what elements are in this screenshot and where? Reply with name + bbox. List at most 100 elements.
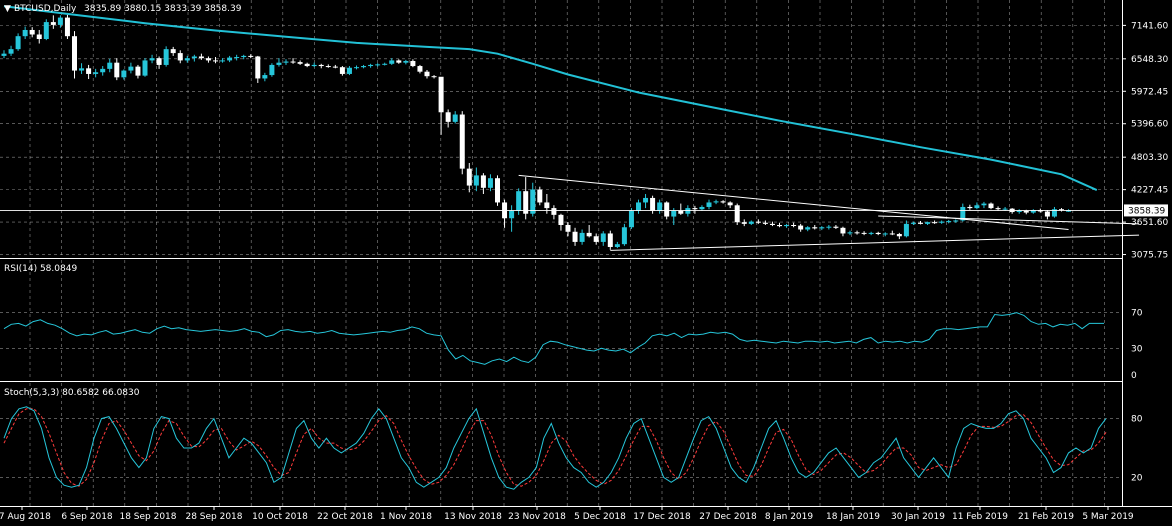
candle-body bbox=[713, 201, 719, 203]
candle-body bbox=[417, 66, 423, 72]
stochastic-pane bbox=[3, 406, 1107, 490]
y-tick-label: 3075.75 bbox=[1131, 251, 1168, 261]
candle-body bbox=[424, 71, 430, 77]
candle-body bbox=[495, 178, 500, 203]
candle-body bbox=[847, 232, 853, 234]
collapse-arrow-icon[interactable]: ▼ bbox=[4, 4, 11, 14]
candle-body bbox=[762, 222, 768, 224]
y-tick-label: 3651.60 bbox=[1131, 218, 1168, 228]
candle-body bbox=[720, 201, 726, 203]
y-tick-label: 6548.30 bbox=[1131, 55, 1168, 65]
candle-body bbox=[269, 64, 275, 76]
candle-body bbox=[1030, 210, 1036, 213]
current-price-box bbox=[1124, 204, 1168, 217]
candle-body bbox=[389, 60, 395, 64]
candle-body bbox=[79, 68, 85, 71]
candle-body bbox=[332, 66, 338, 68]
candle-body bbox=[184, 58, 190, 61]
candle-body bbox=[769, 223, 775, 225]
x-tick-label: 23 Nov 2018 bbox=[508, 512, 566, 522]
candle-body bbox=[1016, 210, 1022, 213]
candle-body bbox=[473, 175, 479, 186]
price-header: ▼ BTCUSD,Daily 3835.89 3880.15 3833.39 3… bbox=[4, 4, 242, 14]
candle-body bbox=[643, 197, 649, 203]
candle-body bbox=[939, 221, 945, 223]
candle-body bbox=[755, 221, 761, 223]
candle-body bbox=[819, 227, 825, 229]
candle-body bbox=[156, 58, 162, 65]
x-tick-label: 8 Jan 2019 bbox=[765, 512, 813, 522]
candle-body bbox=[177, 53, 183, 61]
candle-body bbox=[466, 168, 472, 186]
candle-body bbox=[516, 191, 522, 211]
candle-body bbox=[932, 222, 938, 224]
trendline bbox=[518, 174, 1069, 231]
symbol-title: BTCUSD,Daily bbox=[14, 4, 77, 14]
candle-body bbox=[636, 202, 641, 211]
candle-body bbox=[368, 64, 374, 67]
candle-body bbox=[114, 62, 120, 78]
candle-body bbox=[593, 236, 599, 242]
candle-body bbox=[671, 210, 677, 217]
stoch-signal-line bbox=[3, 408, 1107, 487]
candle-body bbox=[487, 178, 493, 188]
candle-body bbox=[50, 22, 56, 25]
candle-body bbox=[727, 202, 733, 206]
candle-body bbox=[198, 56, 204, 59]
candle-body bbox=[678, 210, 684, 214]
candle-body bbox=[650, 197, 656, 211]
candle-body bbox=[325, 66, 331, 68]
candle-body bbox=[43, 22, 49, 39]
candle-body bbox=[403, 60, 409, 63]
candle-body bbox=[664, 202, 670, 217]
axes: 7141.60 6548.30 5972.45 5396.60 4803.30 4227.… bbox=[0, 21, 1168, 522]
candle-body bbox=[657, 202, 663, 211]
x-tick-label: 30 Jan 2019 bbox=[891, 512, 945, 522]
candle-body bbox=[586, 232, 592, 237]
current-price-label: 3858.39 bbox=[1128, 206, 1165, 216]
candle-body bbox=[748, 221, 754, 224]
candle-body bbox=[685, 208, 691, 214]
candle-body bbox=[967, 206, 973, 209]
price-pane bbox=[0, 5, 1140, 251]
candle-body bbox=[544, 202, 550, 209]
rsi-line bbox=[3, 312, 1104, 365]
stoch-title: Stoch(5,3,3) 80.6582 66.0830 bbox=[4, 388, 140, 398]
candle-body bbox=[1059, 209, 1064, 211]
candle-body bbox=[107, 62, 113, 69]
candle-body bbox=[128, 66, 134, 71]
candle-body bbox=[234, 57, 240, 59]
candle-body bbox=[276, 62, 282, 65]
candle-body bbox=[833, 226, 839, 228]
x-tick-label: 27 Aug 2018 bbox=[0, 512, 51, 522]
rsi-y-tick-label: 70 bbox=[1131, 309, 1143, 319]
grid bbox=[0, 0, 1122, 506]
x-tick-label: 10 Oct 2018 bbox=[252, 512, 308, 522]
candle-body bbox=[509, 210, 515, 219]
candle-body bbox=[946, 221, 952, 223]
candle-body bbox=[445, 112, 451, 122]
candle-body bbox=[1037, 210, 1043, 212]
candle-body bbox=[304, 63, 310, 67]
candle-body bbox=[72, 36, 77, 71]
candle-body bbox=[910, 222, 916, 224]
candle-body bbox=[36, 34, 42, 39]
candle-body bbox=[438, 76, 444, 113]
candle-body bbox=[452, 114, 458, 122]
candle-body bbox=[220, 60, 226, 62]
candle-body bbox=[600, 233, 606, 242]
candle-body bbox=[988, 203, 994, 209]
candle-body bbox=[995, 208, 1001, 210]
stoch-y-tick-label: 20 bbox=[1131, 473, 1143, 483]
x-tick-label: 5 Mar 2019 bbox=[1082, 512, 1134, 522]
candle-body bbox=[163, 49, 169, 65]
candle-body bbox=[1044, 211, 1050, 217]
candle-body bbox=[396, 60, 402, 63]
x-tick-label: 18 Sep 2018 bbox=[119, 512, 176, 522]
candle-body bbox=[791, 225, 797, 226]
candle-body bbox=[346, 67, 352, 74]
candle-body bbox=[628, 210, 634, 228]
candle-body bbox=[64, 17, 70, 37]
y-tick-label: 5396.60 bbox=[1131, 120, 1168, 130]
candle-body bbox=[777, 225, 782, 227]
